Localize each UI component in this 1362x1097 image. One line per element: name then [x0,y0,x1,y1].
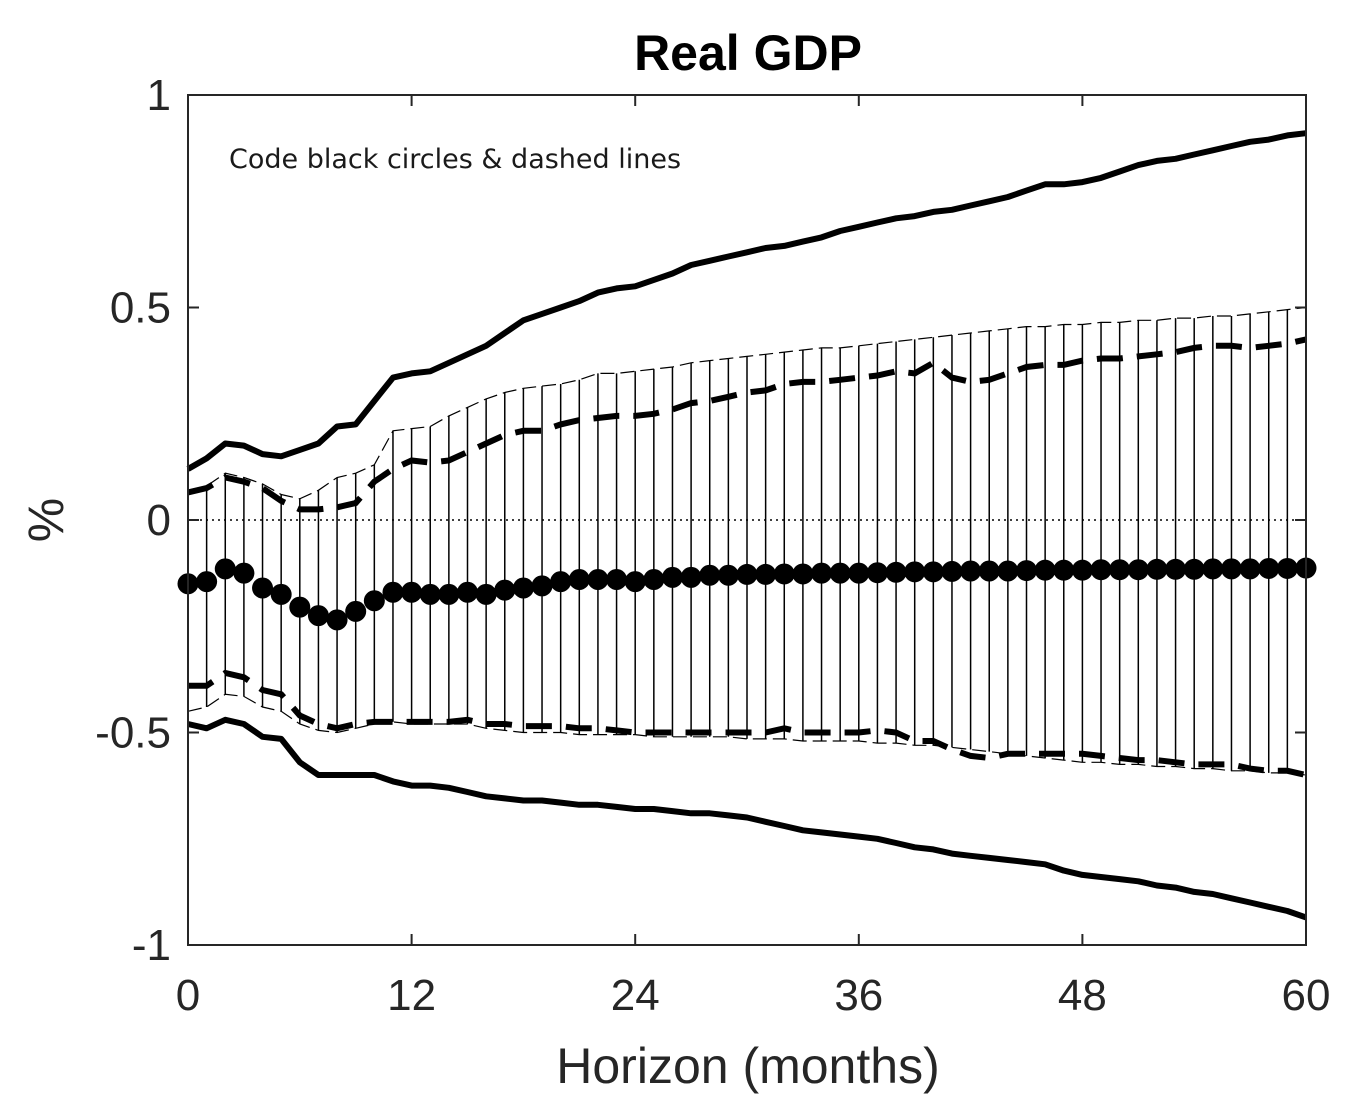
circle-point [475,583,497,605]
circle-point [550,571,572,593]
circle-point [736,563,758,585]
circle-point [1202,558,1224,580]
circle-point [1127,559,1149,581]
x-tick-label: 24 [611,971,660,1020]
circle-point [1016,560,1037,582]
circle-point [606,569,628,590]
circle-point [941,560,963,582]
circle-point [494,579,516,601]
y-tick-label: 0 [147,496,171,545]
circle-point [233,562,255,584]
circle-point [196,571,218,593]
circle-point [587,569,609,590]
circle-point [997,560,1019,582]
solid-upper-line [186,130,1307,472]
circle-point [512,577,534,599]
circle-point [270,583,292,605]
circle-point [1146,558,1168,580]
circle-point [755,563,777,585]
circle-point [1276,557,1298,579]
axes [187,94,1307,946]
circle-point [978,560,1000,582]
circle-point [643,569,665,590]
circle-point [680,566,702,588]
circle-point [885,561,907,583]
circle-point [531,575,553,597]
circle-point [624,571,646,593]
y-tick-label: 1 [147,71,171,120]
circle-point [904,561,926,583]
chart-title: Real GDP [634,25,862,81]
x-tick-label: 60 [1282,971,1331,1020]
circle-point [960,560,982,582]
circle-point [419,583,441,605]
x-axis-label: Horizon (months) [556,1038,939,1094]
circle-point [345,600,367,622]
circle-point [568,569,590,590]
y-tick-label: -0.5 [95,709,171,758]
circle-point [1183,558,1205,580]
circle-markers [177,557,1317,631]
circle-point [829,562,851,584]
circle-point [382,581,404,603]
x-tick-label: 12 [387,971,436,1020]
y-axis-label: % [18,498,74,542]
circle-point [1258,557,1280,579]
y-tick-label: 0.5 [110,284,171,333]
circle-point [438,583,460,605]
circle-point [811,562,833,584]
circle-point [1053,559,1075,581]
dashed-upper-line [187,336,1307,513]
circle-point [1165,558,1187,580]
circle-point [1034,559,1056,581]
circle-point [214,558,236,580]
circle-point [326,609,348,631]
tick-labels: 0 12 24 36 48 60 -1 -0.5 0 0.5 1 [95,71,1330,1020]
circle-point [848,562,870,584]
circle-point [717,564,739,586]
x-tick-label: 36 [834,971,883,1020]
circle-point [252,577,274,599]
band-upper-edge [187,306,1307,500]
chart-annotation: Code black circles & dashed lines [229,144,681,175]
dashed-lower-line [188,669,1307,778]
circle-point [773,563,795,585]
x-tick-label: 48 [1058,971,1107,1020]
circle-point [699,564,721,586]
x-tick-label: 0 [176,971,200,1020]
circle-point [1220,558,1242,580]
circle-point [792,563,814,585]
circle-point [401,581,423,603]
circle-point [1109,559,1131,581]
circle-point [1071,559,1093,581]
y-tick-label: -1 [132,921,171,970]
solid-lower-line [187,716,1307,921]
series-lines [186,130,1307,921]
circle-point [1090,559,1112,581]
circle-point [661,566,683,588]
error-band-bars [187,306,1307,776]
circle-point [1239,558,1261,580]
circle-point [363,590,385,612]
circle-point [922,561,944,583]
circle-point [866,562,888,584]
circle-point [289,596,311,618]
circle-point [307,605,329,627]
circle-point [457,581,478,603]
